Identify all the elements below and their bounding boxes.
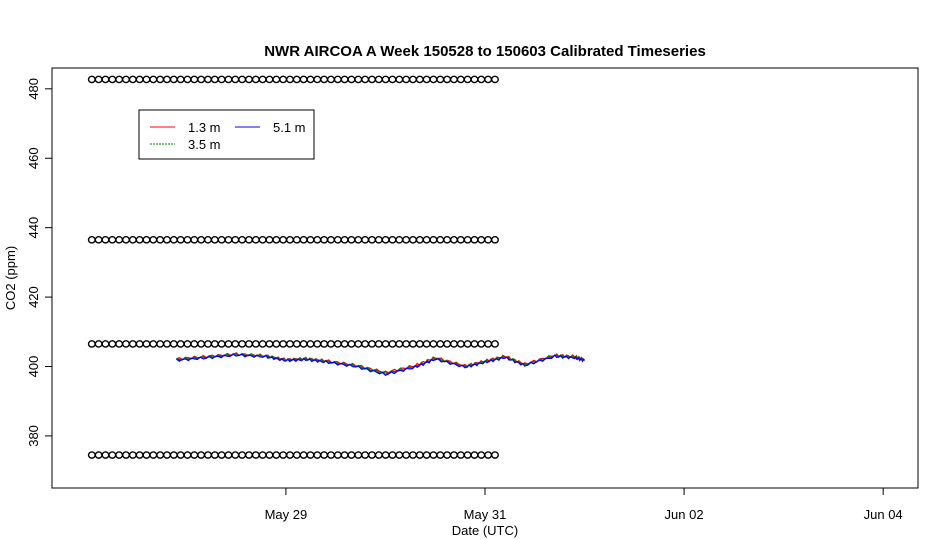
x-tick-label: Jun 04 [864,507,903,522]
calibration-point [490,451,499,459]
x-tick-label: May 31 [464,507,507,522]
y-tick-label: 480 [26,78,41,100]
series-line [176,353,586,376]
calibration-point [490,340,499,348]
y-axis-label: CO2 (ppm) [3,246,18,310]
calibration-point [490,75,499,84]
legend: 1.3 m 5.1 m 3.5 m [138,109,315,160]
y-tick-label: 440 [26,217,41,239]
y-axis-ticks: 380 400 420 440 460 480 [26,78,52,447]
series-lines [176,352,586,376]
calibration-markers [87,75,499,459]
x-axis-ticks: May 29 May 31 Jun 02 Jun 04 [265,488,903,522]
legend-label-1: 1.3 m [188,120,221,135]
chart-title: NWR AIRCOA A Week 150528 to 150603 Calib… [264,43,706,60]
y-tick-label: 400 [26,356,41,378]
legend-label-3: 3.5 m [188,137,221,152]
y-tick-label: 460 [26,147,41,169]
legend-label-2: 5.1 m [273,120,306,135]
y-tick-label: 420 [26,286,41,308]
x-axis-label: Date (UTC) [452,523,518,538]
calibration-point [490,236,499,244]
legend-box [138,109,315,160]
x-tick-label: May 29 [265,507,308,522]
y-tick-label: 380 [26,425,41,447]
x-tick-label: Jun 02 [665,507,704,522]
